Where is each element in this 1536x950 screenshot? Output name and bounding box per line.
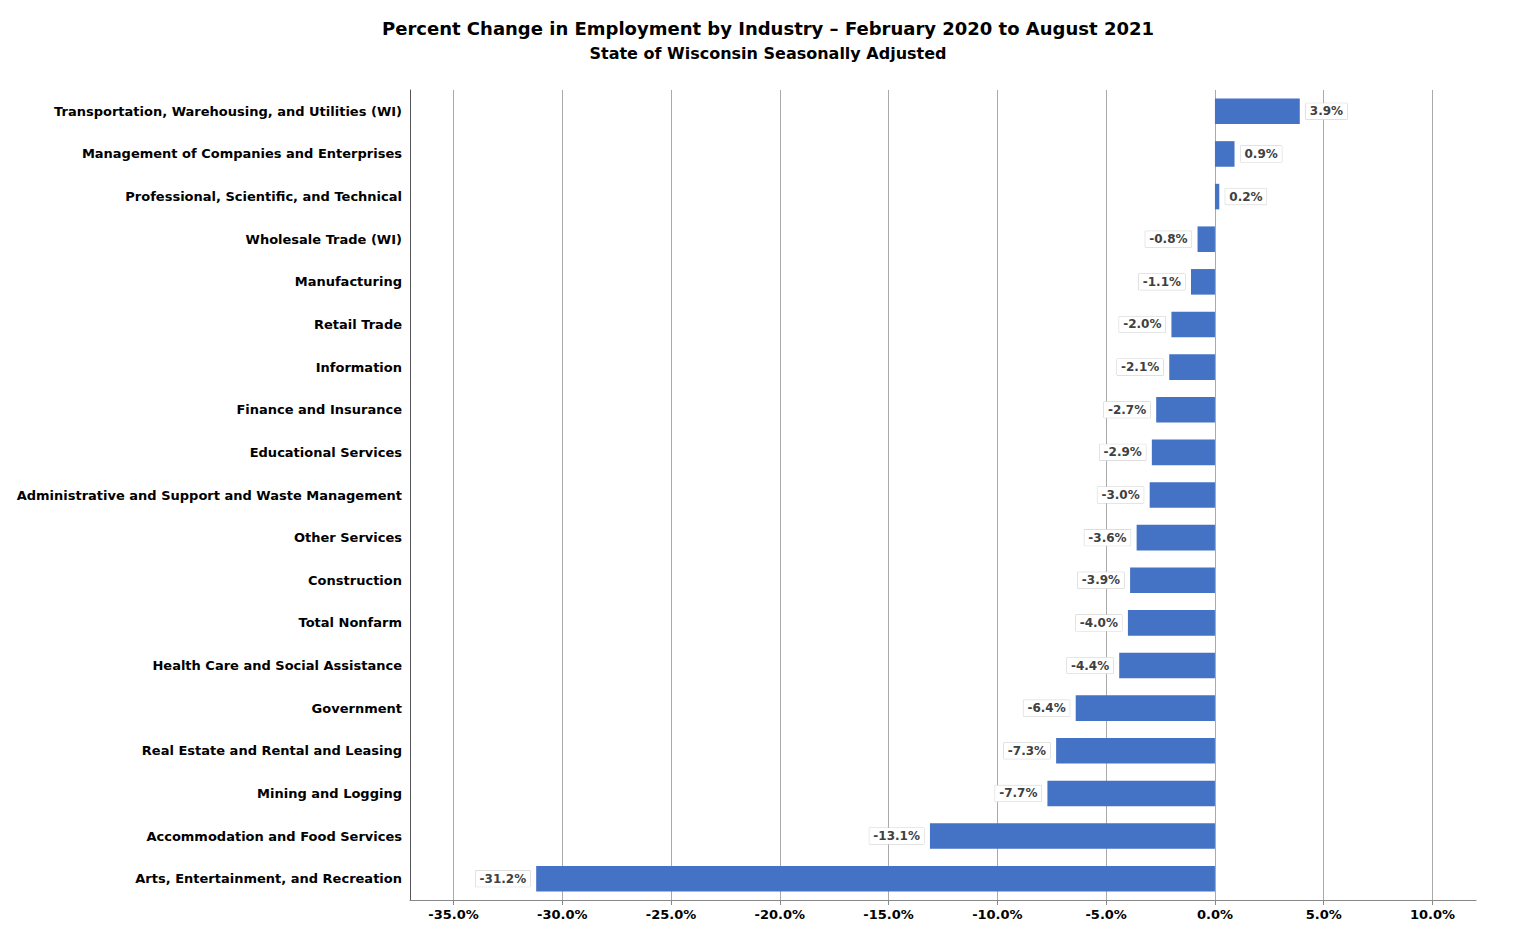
- svg-text:-4.0%: -4.0%: [1080, 616, 1118, 630]
- svg-text:Educational Services: Educational Services: [250, 445, 403, 460]
- svg-text:Transportation, Warehousing, a: Transportation, Warehousing, and Utiliti…: [54, 104, 402, 119]
- svg-text:Government: Government: [312, 701, 402, 716]
- svg-text:Accommodation and Food Service: Accommodation and Food Services: [146, 829, 402, 844]
- svg-text:-2.0%: -2.0%: [1123, 317, 1161, 331]
- svg-text:-3.9%: -3.9%: [1082, 573, 1120, 587]
- svg-text:10.0%: 10.0%: [1410, 907, 1455, 922]
- svg-text:-7.3%: -7.3%: [1008, 744, 1046, 758]
- svg-text:Construction: Construction: [308, 573, 402, 588]
- svg-text:-3.6%: -3.6%: [1088, 531, 1126, 545]
- svg-text:Professional, Scientific, and: Professional, Scientific, and Technical: [125, 189, 402, 204]
- svg-text:3.9%: 3.9%: [1310, 104, 1343, 118]
- svg-text:Mining and Logging: Mining and Logging: [257, 786, 402, 801]
- svg-text:Percent Change in Employment b: Percent Change in Employment by Industry…: [382, 18, 1154, 39]
- svg-text:-2.1%: -2.1%: [1121, 360, 1159, 374]
- svg-text:Health Care and Social Assista: Health Care and Social Assistance: [152, 658, 402, 673]
- svg-text:-25.0%: -25.0%: [646, 907, 697, 922]
- svg-text:-30.0%: -30.0%: [537, 907, 588, 922]
- svg-text:-7.7%: -7.7%: [999, 786, 1037, 800]
- svg-text:-0.8%: -0.8%: [1149, 232, 1187, 246]
- svg-text:Manufacturing: Manufacturing: [295, 274, 402, 289]
- svg-text:-2.9%: -2.9%: [1104, 445, 1142, 459]
- svg-text:0.2%: 0.2%: [1229, 190, 1262, 204]
- svg-text:Administrative and Support and: Administrative and Support and Waste Man…: [17, 488, 402, 503]
- svg-text:-15.0%: -15.0%: [863, 907, 914, 922]
- svg-text:Finance and Insurance: Finance and Insurance: [236, 402, 402, 417]
- svg-text:-13.1%: -13.1%: [873, 829, 920, 843]
- svg-text:Retail Trade: Retail Trade: [314, 317, 402, 332]
- svg-text:-6.4%: -6.4%: [1027, 701, 1065, 715]
- svg-text:-5.0%: -5.0%: [1085, 907, 1126, 922]
- svg-text:Wholesale Trade (WI): Wholesale Trade (WI): [246, 232, 402, 247]
- svg-text:-3.0%: -3.0%: [1101, 488, 1139, 502]
- svg-text:-2.7%: -2.7%: [1108, 403, 1146, 417]
- svg-text:-4.4%: -4.4%: [1071, 659, 1109, 673]
- svg-text:State of Wisconsin Seasonally: State of Wisconsin Seasonally Adjusted: [589, 44, 946, 63]
- svg-text:-35.0%: -35.0%: [428, 907, 479, 922]
- svg-text:-31.2%: -31.2%: [480, 872, 527, 886]
- svg-text:Management of Companies and En: Management of Companies and Enterprises: [82, 146, 402, 161]
- svg-text:-20.0%: -20.0%: [755, 907, 806, 922]
- svg-text:Total Nonfarm: Total Nonfarm: [299, 615, 403, 630]
- svg-text:5.0%: 5.0%: [1306, 907, 1342, 922]
- svg-text:-1.1%: -1.1%: [1143, 275, 1181, 289]
- svg-text:Real Estate and Rental and Lea: Real Estate and Rental and Leasing: [142, 743, 402, 758]
- svg-text:Other Services: Other Services: [294, 530, 402, 545]
- svg-text:-10.0%: -10.0%: [972, 907, 1023, 922]
- svg-text:0.0%: 0.0%: [1197, 907, 1233, 922]
- svg-text:0.9%: 0.9%: [1245, 147, 1278, 161]
- svg-text:Arts, Entertainment, and Recre: Arts, Entertainment, and Recreation: [135, 871, 402, 886]
- svg-text:Information: Information: [316, 360, 402, 375]
